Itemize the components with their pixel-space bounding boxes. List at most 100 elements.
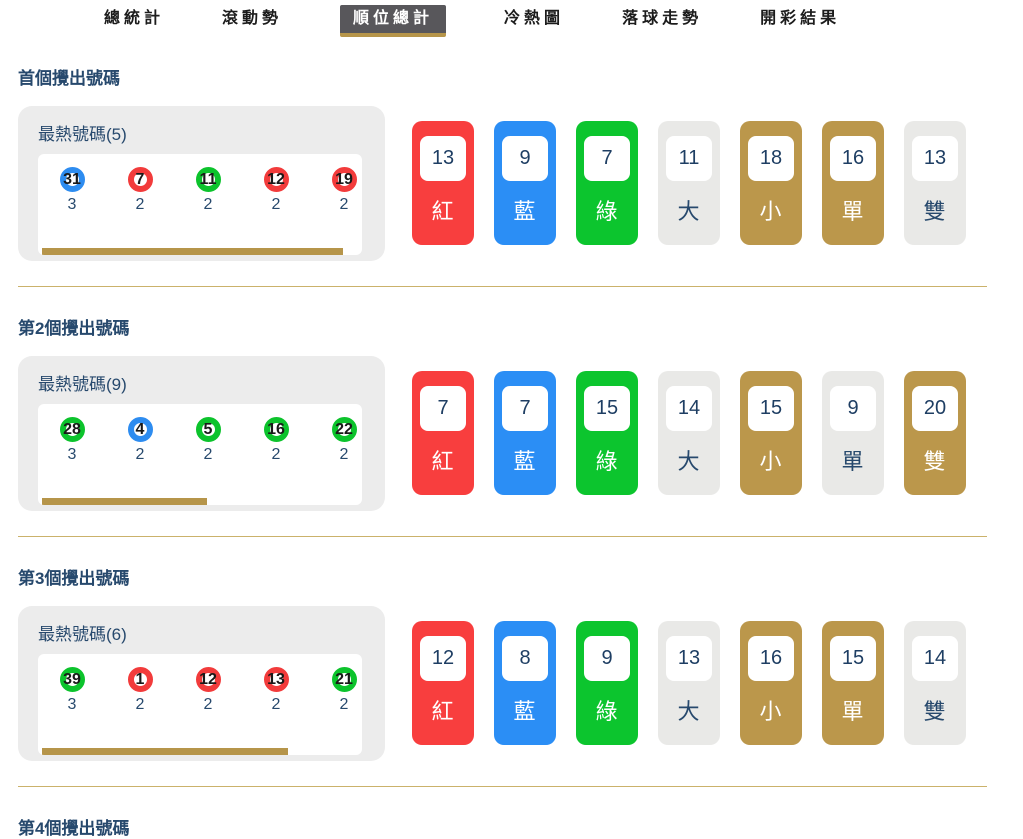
stat-tile-green: 7 綠 [576, 121, 638, 245]
hot-ball-item: 22 2 [310, 417, 362, 464]
section-divider [18, 286, 987, 287]
tab-position-totals[interactable]: 順位總計 [340, 5, 447, 37]
tile-label: 綠 [595, 449, 619, 474]
tile-value: 14 [666, 386, 712, 431]
ball-count: 2 [271, 446, 281, 463]
tab-rolling-trend[interactable]: 滾動勢 [222, 10, 283, 27]
lottery-ball: 28 [59, 417, 85, 442]
tile-value: 16 [830, 136, 876, 181]
tile-label: 小 [759, 199, 783, 224]
hot-numbers-scroll-panel[interactable]: 28 3 4 2 5 2 16 2 [38, 404, 362, 505]
stat-tile-red: 12 紅 [412, 621, 474, 745]
hot-numbers-scroll-panel[interactable]: 31 3 7 2 11 2 12 2 [38, 154, 362, 255]
tab-ball-drop-trend[interactable]: 落球走勢 [622, 10, 703, 27]
tab-hot-cold-map[interactable]: 冷熱圖 [504, 10, 565, 27]
lottery-ball: 22 [331, 417, 357, 442]
tile-value: 11 [666, 136, 712, 181]
tile-value: 9 [830, 386, 876, 431]
ball-count: 2 [135, 696, 145, 713]
hot-numbers-title: 最熱號碼(6) [38, 625, 127, 644]
tab-bar: 總統計 滾動勢 順位總計 冷熱圖 落球走勢 開彩結果 [0, 0, 1023, 37]
hot-ball-item: 28 3 [38, 417, 106, 464]
hot-ball-item: 16 2 [242, 417, 310, 464]
tile-value: 16 [748, 636, 794, 681]
lottery-ball: 11 [195, 167, 221, 192]
stat-tiles: 13 紅 9 藍 7 綠 11 大 18 小 16 單 [412, 121, 966, 245]
lottery-ball: 7 [127, 167, 153, 192]
tile-label: 藍 [513, 199, 537, 224]
tile-value: 7 [502, 386, 548, 431]
section-heading-fourth-ball: 第4個攪出號碼 [18, 819, 130, 838]
section-divider [18, 536, 987, 537]
section-heading-third-ball: 第3個攪出號碼 [18, 569, 130, 588]
hot-numbers-card: 最熱號碼(6) 39 3 1 2 12 2 1 [18, 606, 385, 761]
stat-tile-big: 14 大 [658, 371, 720, 495]
tile-label: 雙 [923, 449, 947, 474]
content: 首個攪出號碼 最熱號碼(5) 31 3 7 2 11 2 [0, 64, 1023, 839]
scrollbar-thumb[interactable] [42, 498, 208, 505]
scrollbar-thumb[interactable] [42, 748, 289, 755]
tab-total-stats[interactable]: 總統計 [104, 10, 165, 27]
tab-draw-results[interactable]: 開彩結果 [760, 10, 841, 27]
hot-ball-item: 5 2 [174, 417, 242, 464]
stat-tile-odd: 9 單 [822, 371, 884, 495]
hot-ball-item: 12 2 [174, 667, 242, 714]
tile-value: 20 [912, 386, 958, 431]
hot-numbers-title: 最熱號碼(5) [38, 125, 127, 144]
section-row: 最熱號碼(9) 28 3 4 2 5 2 16 [18, 356, 987, 511]
tile-label: 小 [759, 699, 783, 724]
lottery-ball: 12 [263, 167, 289, 192]
tile-value: 15 [748, 386, 794, 431]
stat-tiles: 12 紅 8 藍 9 綠 13 大 16 小 15 單 [412, 621, 966, 745]
stat-tile-even: 20 雙 [904, 371, 966, 495]
tile-value: 14 [912, 636, 958, 681]
stat-tile-blue: 9 藍 [494, 121, 556, 245]
ball-row: 28 3 4 2 5 2 16 2 [38, 404, 362, 464]
ball-row: 31 3 7 2 11 2 12 2 [38, 154, 362, 214]
hot-numbers-title: 最熱號碼(9) [38, 375, 127, 394]
ball-count: 2 [271, 196, 281, 213]
tile-label: 綠 [595, 699, 619, 724]
tile-label: 雙 [923, 699, 947, 724]
stat-tile-big: 11 大 [658, 121, 720, 245]
hot-ball-item: 11 2 [174, 167, 242, 214]
tile-label: 單 [841, 449, 865, 474]
ball-count: 2 [271, 696, 281, 713]
scrollbar-thumb[interactable] [42, 248, 344, 255]
tile-value: 9 [502, 136, 548, 181]
ball-count: 2 [203, 446, 213, 463]
hot-ball-item: 12 2 [242, 167, 310, 214]
stat-tile-blue: 7 藍 [494, 371, 556, 495]
section-row: 最熱號碼(6) 39 3 1 2 12 2 1 [18, 606, 987, 761]
tile-label: 小 [759, 449, 783, 474]
lottery-ball: 31 [59, 167, 85, 192]
tile-label: 單 [841, 699, 865, 724]
ball-count: 2 [339, 696, 349, 713]
section-divider [18, 786, 987, 787]
tile-label: 藍 [513, 449, 537, 474]
tile-label: 雙 [923, 199, 947, 224]
stat-tile-odd: 15 單 [822, 621, 884, 745]
hot-numbers-scroll-panel[interactable]: 39 3 1 2 12 2 13 2 [38, 654, 362, 755]
stat-tiles: 7 紅 7 藍 15 綠 14 大 15 小 9 單 [412, 371, 966, 495]
stat-tile-big: 13 大 [658, 621, 720, 745]
tile-value: 15 [830, 636, 876, 681]
tile-label: 紅 [431, 449, 455, 474]
tile-label: 綠 [595, 199, 619, 224]
ball-count: 2 [339, 446, 349, 463]
stat-tile-small: 15 小 [740, 371, 802, 495]
ball-count: 2 [203, 696, 213, 713]
section-heading-second-ball: 第2個攪出號碼 [18, 319, 130, 338]
ball-count: 2 [203, 196, 213, 213]
tile-label: 紅 [431, 199, 455, 224]
tile-value: 13 [666, 636, 712, 681]
stat-tile-green: 15 綠 [576, 371, 638, 495]
lottery-ball: 16 [263, 417, 289, 442]
tile-label: 大 [677, 699, 701, 724]
lottery-ball: 39 [59, 667, 85, 692]
stat-tile-red: 13 紅 [412, 121, 474, 245]
lottery-ball: 13 [263, 667, 289, 692]
tile-value: 7 [584, 136, 630, 181]
tile-label: 紅 [431, 699, 455, 724]
tile-value: 12 [420, 636, 466, 681]
